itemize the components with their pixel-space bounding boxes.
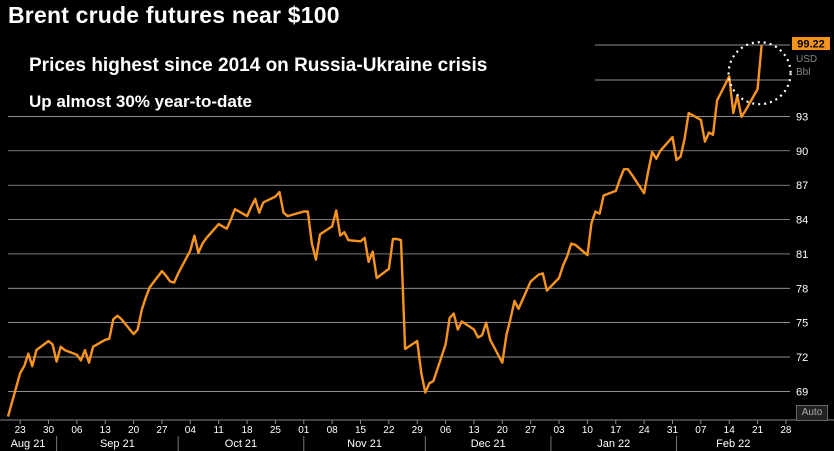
subtitle-crisis: Prices highest since 2014 on Russia-Ukra… [29, 55, 488, 76]
x-tick-label: 11 [213, 425, 224, 436]
x-axis-ticks: 23 30 06 13 20 27 04 11 18 25 01 08 15 22 29 06 13 20 27 03… [0, 419, 834, 436]
x-tick-label: 27 [156, 425, 168, 436]
y-tick-label: 93 [796, 111, 808, 123]
y-tick-label: 72 [796, 352, 808, 364]
month-label: Aug 21 [11, 438, 46, 450]
y-axis-ticks: 69 72 75 78 81 84 87 90 93 [796, 111, 808, 398]
x-tick-label: 27 [525, 425, 537, 436]
x-tick-label: 21 [752, 425, 764, 436]
x-tick-label: 13 [468, 425, 480, 436]
x-tick-label: 01 [298, 425, 310, 436]
auto-scale-button[interactable]: Auto [796, 405, 828, 421]
x-tick-label: 13 [100, 425, 112, 436]
x-tick-label: 29 [412, 425, 424, 436]
x-tick-label: 24 [639, 425, 651, 436]
month-label: Sep 21 [100, 438, 135, 450]
y-tick-label: 69 [796, 386, 808, 398]
x-tick-label: 04 [185, 425, 197, 436]
x-tick-label: 18 [241, 425, 253, 436]
last-value-badge: 99.22 [792, 37, 830, 51]
x-tick-label: 14 [724, 425, 736, 436]
month-label: Oct 21 [225, 438, 257, 450]
month-label: Nov 21 [347, 438, 382, 450]
unit-label-bbl: Bbl [796, 67, 810, 78]
y-tick-label: 81 [796, 249, 808, 261]
series-line [6, 45, 763, 417]
subtitle-ytd: Up almost 30% year-to-date [29, 92, 252, 111]
chart-panel [0, 34, 834, 451]
x-tick-label: 20 [497, 425, 509, 436]
x-tick-label: 23 [15, 425, 27, 436]
x-tick-label: 30 [43, 425, 55, 436]
x-tick-label: 10 [582, 425, 594, 436]
x-tick-label: 07 [695, 425, 707, 436]
x-tick-label: 06 [440, 425, 452, 436]
x-tick-label: 20 [128, 425, 140, 436]
chart-title: Brent crude futures near $100 [8, 2, 340, 28]
x-tick-label: 03 [553, 425, 565, 436]
y-tick-label: 87 [796, 180, 808, 192]
x-tick-label: 15 [355, 425, 367, 436]
y-tick-label: 75 [796, 318, 808, 330]
last-value-label: 99.22 [797, 39, 825, 51]
y-tick-label: 78 [796, 283, 808, 295]
y-tick-label: 90 [796, 146, 808, 158]
x-tick-label: 06 [71, 425, 83, 436]
y-tick-label: 84 [796, 215, 808, 227]
month-label: Dec 21 [471, 438, 506, 450]
month-label: Jan 22 [597, 438, 630, 450]
x-tick-label: 08 [327, 425, 339, 436]
x-tick-label: 28 [780, 425, 792, 436]
x-tick-label: 22 [383, 425, 395, 436]
month-label: Feb 22 [716, 438, 750, 450]
highlight-circle [727, 41, 792, 106]
x-tick-label: 31 [667, 425, 679, 436]
x-tick-label: 17 [610, 425, 622, 436]
unit-label-usd: USD [796, 54, 817, 65]
x-axis-months: Aug 21 Sep 21 Oct 21 Nov 21 Dec 21 Jan 22 Feb … [11, 436, 750, 451]
x-tick-label: 25 [270, 425, 282, 436]
